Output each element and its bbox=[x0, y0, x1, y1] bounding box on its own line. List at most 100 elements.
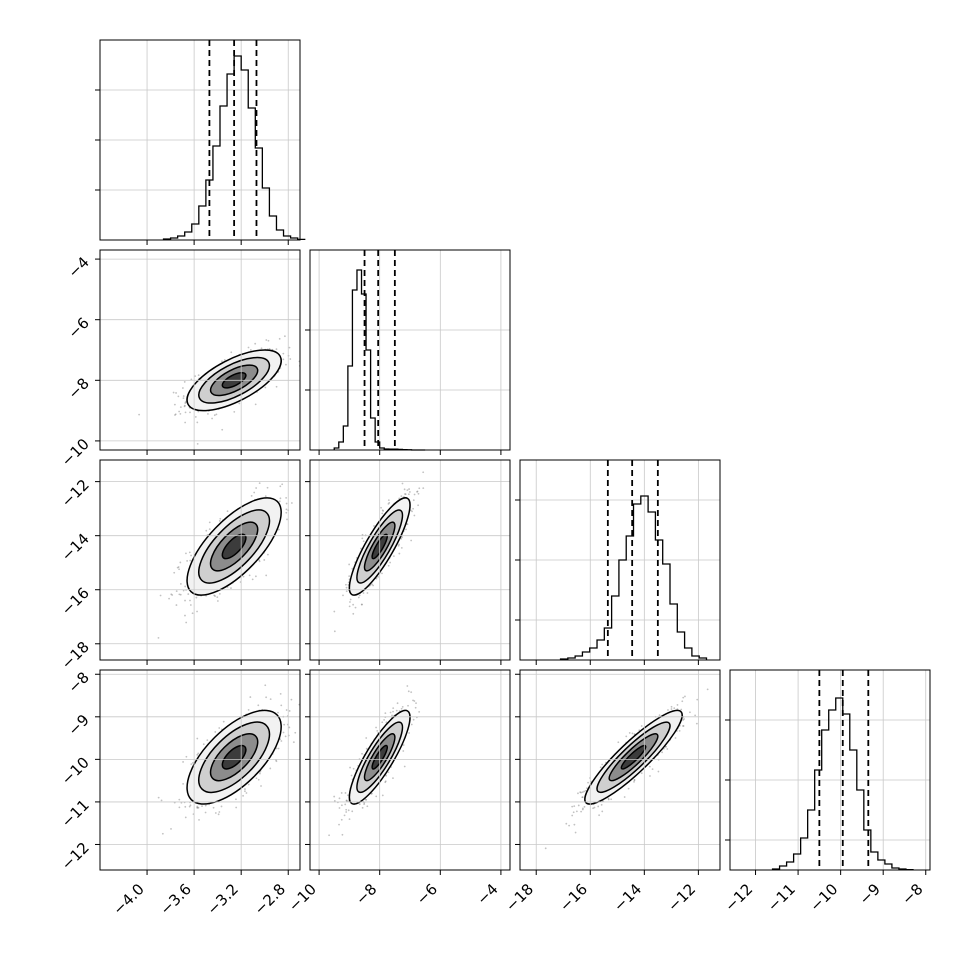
sample-point bbox=[194, 416, 197, 418]
sample-point bbox=[345, 583, 347, 586]
y-axis-tick-label: −10 bbox=[58, 435, 93, 470]
sample-point bbox=[338, 797, 341, 800]
sample-point bbox=[404, 493, 407, 496]
sample-point bbox=[183, 381, 186, 383]
sample-point bbox=[666, 748, 669, 750]
panel-frame bbox=[519, 669, 721, 871]
y-axis-tick-label: −11 bbox=[58, 796, 93, 831]
panel-frame bbox=[99, 669, 301, 871]
contour-level bbox=[620, 744, 647, 770]
sample-point bbox=[247, 346, 250, 349]
sample-point bbox=[285, 709, 288, 711]
sample-point bbox=[221, 428, 224, 431]
sample-point bbox=[177, 566, 180, 568]
sample-point bbox=[350, 774, 353, 777]
sample-point bbox=[422, 487, 425, 490]
sample-point bbox=[265, 696, 268, 699]
sample-point bbox=[197, 374, 200, 377]
sample-point bbox=[282, 352, 285, 355]
sample-point bbox=[207, 413, 209, 415]
y-axis-tick-label: −16 bbox=[58, 584, 93, 619]
sample-point bbox=[599, 766, 602, 769]
sample-point bbox=[254, 342, 257, 345]
sample-point bbox=[277, 711, 279, 714]
sample-point bbox=[365, 737, 368, 739]
sample-point bbox=[280, 704, 283, 707]
sample-point bbox=[258, 482, 261, 485]
sample-point bbox=[196, 806, 198, 809]
sample-point bbox=[651, 768, 654, 770]
sample-point bbox=[206, 739, 209, 742]
sample-point bbox=[202, 743, 205, 746]
sample-point bbox=[179, 583, 182, 585]
sample-point bbox=[361, 603, 363, 606]
sample-point bbox=[657, 770, 660, 773]
sample-point bbox=[577, 792, 579, 795]
sample-point bbox=[138, 413, 141, 416]
sample-point bbox=[577, 804, 580, 807]
sample-point bbox=[286, 518, 288, 521]
sample-point bbox=[213, 414, 216, 417]
sample-point bbox=[230, 587, 232, 589]
sample-point bbox=[387, 502, 390, 505]
sample-point bbox=[340, 818, 343, 821]
sample-point bbox=[179, 561, 182, 564]
y-axis-tick-label: −6 bbox=[64, 314, 92, 342]
sample-point bbox=[230, 351, 233, 354]
sample-point bbox=[178, 593, 181, 596]
sample-point bbox=[573, 805, 576, 808]
sample-point bbox=[581, 796, 584, 799]
sample-point bbox=[338, 823, 340, 826]
sample-point bbox=[181, 387, 184, 389]
sample-point bbox=[416, 490, 419, 493]
y-axis-tick-label: −10 bbox=[58, 753, 93, 788]
sample-point bbox=[364, 798, 367, 801]
sample-point bbox=[342, 594, 344, 597]
sample-point bbox=[205, 529, 208, 532]
sample-point bbox=[405, 528, 407, 531]
sample-point bbox=[272, 458, 274, 460]
sample-point bbox=[196, 806, 199, 809]
sample-point bbox=[362, 592, 365, 594]
sample-point bbox=[184, 585, 187, 588]
sample-point bbox=[395, 709, 398, 712]
sample-point bbox=[247, 783, 250, 786]
sample-point bbox=[218, 592, 221, 595]
sample-point bbox=[343, 814, 346, 817]
sample-point bbox=[260, 785, 262, 787]
y-axis-tick-label: −9 bbox=[64, 711, 92, 739]
sample-point bbox=[381, 794, 384, 797]
density-panel bbox=[328, 685, 421, 837]
sample-point bbox=[185, 755, 188, 758]
sample-point bbox=[372, 584, 375, 587]
sample-point bbox=[283, 335, 286, 338]
sample-point bbox=[289, 358, 292, 360]
sample-point bbox=[357, 596, 360, 599]
sample-point bbox=[264, 386, 267, 389]
sample-point bbox=[365, 747, 368, 750]
sample-point bbox=[196, 610, 198, 613]
sample-point bbox=[544, 847, 547, 850]
x-axis-tick-label: −3.2 bbox=[204, 880, 242, 918]
sample-point bbox=[185, 621, 188, 624]
sample-point bbox=[183, 404, 186, 407]
sample-point bbox=[259, 772, 261, 775]
sample-point bbox=[159, 594, 162, 597]
panel-frame bbox=[309, 249, 511, 451]
x-axis-tick-label: −4 bbox=[473, 880, 501, 908]
sample-point bbox=[407, 704, 409, 707]
sample-point bbox=[194, 375, 197, 378]
sample-point bbox=[222, 720, 225, 723]
sample-point bbox=[349, 601, 351, 603]
sample-point bbox=[267, 339, 270, 342]
x-axis-tick-label: −3.6 bbox=[156, 880, 194, 918]
sample-point bbox=[575, 810, 578, 813]
sample-point bbox=[182, 395, 185, 397]
sample-point bbox=[607, 797, 610, 800]
sample-point bbox=[157, 796, 160, 799]
sample-point bbox=[344, 792, 347, 794]
sample-point bbox=[249, 349, 252, 351]
panel-frame bbox=[99, 249, 301, 451]
sample-point bbox=[170, 593, 173, 596]
x-axis-tick-label: −4.0 bbox=[109, 880, 147, 918]
